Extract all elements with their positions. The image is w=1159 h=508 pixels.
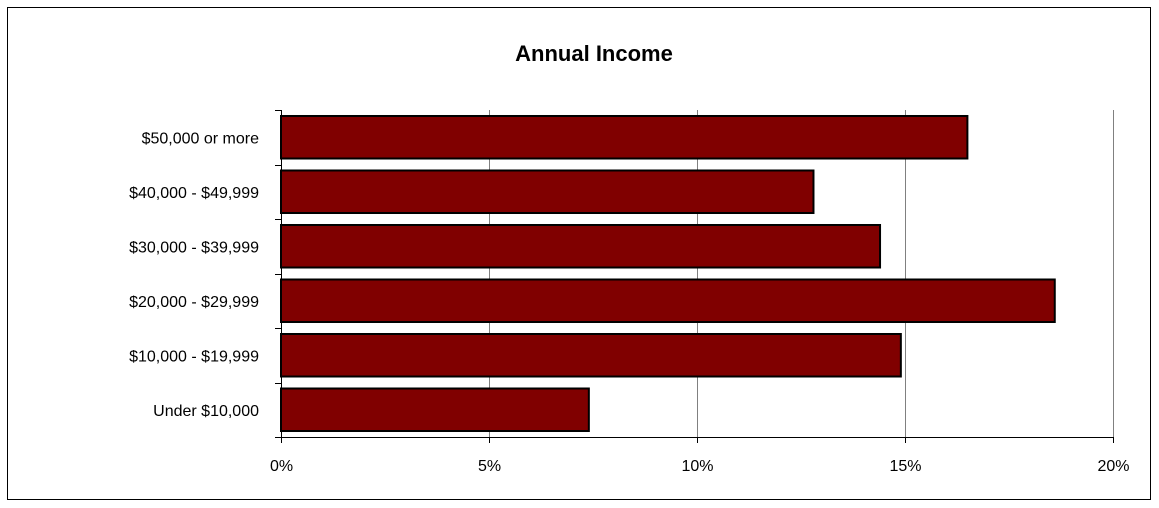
bar <box>280 114 969 160</box>
category-label: $40,000 - $49,999 <box>129 185 259 202</box>
category-label: $30,000 - $39,999 <box>129 239 259 256</box>
category-label: $20,000 - $29,999 <box>129 294 259 311</box>
chart-frame: Annual Income 0% 5% 10% 15% 20% $50,000 or mo… <box>7 7 1151 500</box>
bar <box>280 387 590 433</box>
x-tick-label: 20% <box>1097 458 1129 475</box>
axes <box>275 110 1114 443</box>
gridlines <box>489 110 1114 437</box>
chart-title: Annual Income <box>515 41 673 66</box>
category-label: Under $10,000 <box>153 403 259 420</box>
bars <box>280 114 1056 433</box>
x-tick-label: 15% <box>889 458 921 475</box>
x-tick-label: 5% <box>478 458 501 475</box>
bar <box>280 169 815 215</box>
category-label: $50,000 or more <box>142 130 260 147</box>
labels: 0% 5% 10% 15% 20% $50,000 or more $40,000 - $4… <box>129 130 1129 475</box>
bar <box>280 278 1056 324</box>
bar <box>280 223 882 269</box>
x-tick-label: 10% <box>681 458 713 475</box>
annual-income-chart: Annual Income 0% 5% 10% 15% 20% $50,000 or mo… <box>129 41 1129 475</box>
x-tick-label: 0% <box>270 458 293 475</box>
category-label: $10,000 - $19,999 <box>129 348 259 365</box>
bar <box>280 332 902 378</box>
